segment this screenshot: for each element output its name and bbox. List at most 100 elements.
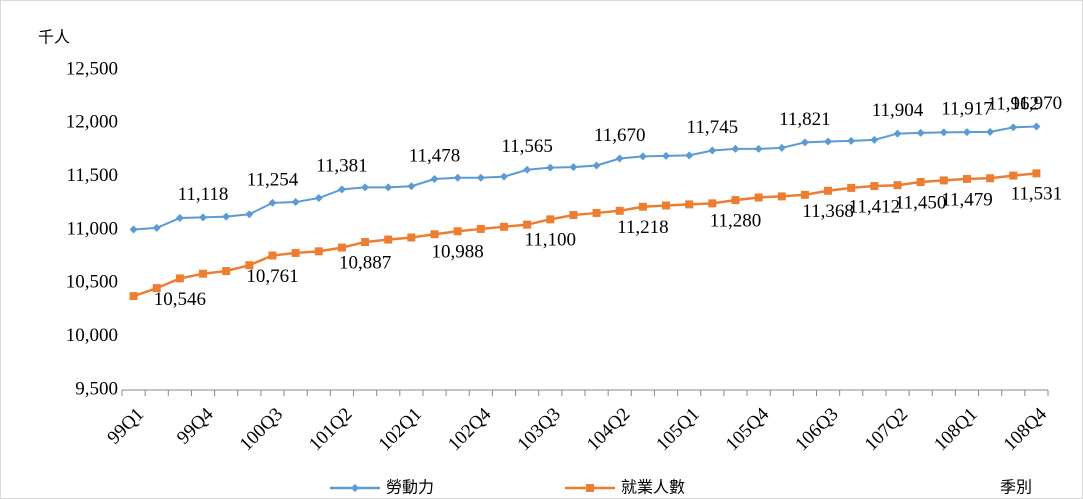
- data-label: 11,368: [802, 201, 854, 222]
- point: [314, 247, 323, 256]
- y-tick-label: 9,500: [75, 378, 118, 399]
- point: [222, 212, 231, 221]
- point: [847, 183, 856, 192]
- point: [499, 172, 508, 181]
- point: [986, 174, 995, 183]
- point: [430, 230, 439, 239]
- point: [800, 138, 809, 147]
- point: [129, 292, 138, 301]
- point: [685, 151, 694, 160]
- y-tick-label: 11,500: [66, 165, 118, 186]
- point: [175, 214, 184, 223]
- point: [893, 181, 902, 190]
- point: [129, 225, 138, 234]
- y-tick-label: 11,000: [66, 218, 118, 239]
- data-label: 11,412: [849, 196, 901, 217]
- point: [453, 173, 462, 182]
- point: [592, 161, 601, 170]
- point: [1009, 123, 1018, 132]
- point: [800, 190, 809, 199]
- data-label: 11,100: [525, 230, 577, 251]
- x-unit: 季別: [1000, 478, 1032, 497]
- data-label: 11,479: [941, 189, 993, 210]
- point: [777, 192, 786, 201]
- point: [453, 227, 462, 236]
- legend-label: 就業人數: [621, 478, 685, 497]
- data-label: 10,761: [246, 266, 298, 287]
- legend-label: 勞動力: [386, 478, 434, 497]
- point: [152, 223, 161, 232]
- point: [731, 196, 740, 205]
- point: [361, 183, 370, 192]
- point: [777, 143, 786, 152]
- series-line: [133, 172, 1037, 298]
- point: [1032, 122, 1041, 131]
- data-label: 11,118: [178, 184, 229, 205]
- point: [962, 174, 971, 183]
- point: [407, 233, 416, 242]
- data-label: 11,917: [941, 99, 993, 120]
- point: [291, 248, 300, 257]
- point: [824, 137, 833, 146]
- data-label: 11,254: [247, 169, 299, 190]
- point: [361, 238, 370, 247]
- point: [1009, 171, 1018, 180]
- point: [175, 274, 184, 283]
- point: [546, 163, 555, 172]
- point: [638, 152, 647, 161]
- point: [962, 128, 971, 137]
- point: [337, 185, 346, 194]
- point: [569, 211, 578, 220]
- legend-marker: [351, 484, 359, 492]
- point: [615, 154, 624, 163]
- data-label: 11,970: [1011, 93, 1063, 114]
- data-label: 10,988: [432, 242, 484, 263]
- point: [476, 173, 485, 182]
- data-label: 11,280: [710, 210, 762, 231]
- point: [152, 284, 161, 293]
- point: [523, 165, 532, 174]
- data-label: 11,450: [895, 192, 947, 213]
- point: [916, 128, 925, 137]
- point: [939, 128, 948, 137]
- point: [847, 136, 856, 145]
- y-tick-label: 10,500: [66, 272, 118, 293]
- data-label: 11,745: [687, 117, 739, 138]
- point: [569, 163, 578, 172]
- point: [1032, 169, 1041, 178]
- point: [685, 200, 694, 209]
- point: [523, 220, 532, 229]
- data-label: 11,531: [1011, 184, 1063, 205]
- point: [384, 235, 393, 244]
- data-label: 11,218: [617, 217, 669, 238]
- data-label: 10,546: [154, 289, 206, 310]
- data-label: 11,821: [779, 109, 831, 130]
- y-tick-label: 10,000: [66, 325, 118, 346]
- point: [291, 198, 300, 207]
- point: [986, 127, 995, 136]
- data-label: 10,887: [339, 252, 391, 273]
- point: [199, 269, 208, 278]
- point: [245, 210, 254, 219]
- point: [939, 176, 948, 185]
- point: [708, 199, 717, 208]
- point: [407, 182, 416, 191]
- point: [662, 201, 671, 210]
- y-tick-label: 12,000: [66, 112, 118, 133]
- point: [476, 224, 485, 233]
- data-label: 11,565: [501, 136, 553, 157]
- point: [662, 151, 671, 160]
- point: [268, 251, 277, 260]
- point: [638, 202, 647, 211]
- point: [916, 178, 925, 186]
- point: [199, 213, 208, 222]
- point: [430, 175, 439, 184]
- y-tick-label: 12,500: [66, 58, 118, 79]
- series-line: [133, 125, 1037, 231]
- data-label: 11,478: [409, 145, 461, 166]
- point: [754, 193, 763, 202]
- data-label: 11,670: [594, 125, 646, 146]
- point: [337, 243, 346, 252]
